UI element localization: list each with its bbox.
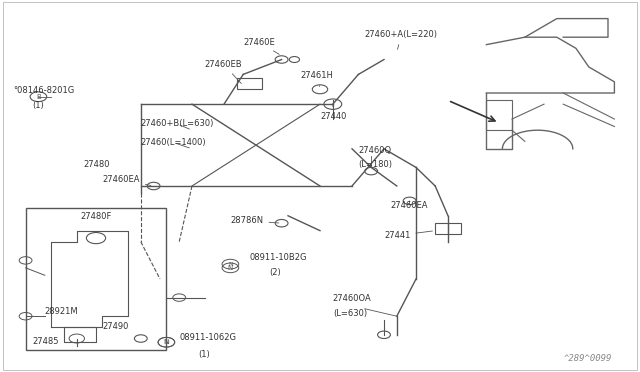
Text: 27480: 27480 bbox=[83, 160, 109, 169]
Text: 08911-1062G: 08911-1062G bbox=[179, 333, 236, 342]
Text: (1): (1) bbox=[198, 350, 210, 359]
Text: (1): (1) bbox=[32, 101, 44, 110]
Bar bbox=[486, 100, 512, 130]
Text: 27441: 27441 bbox=[384, 231, 433, 240]
Bar bbox=[237, 78, 262, 89]
Text: 27460E: 27460E bbox=[243, 38, 279, 54]
Text: 27460EA: 27460EA bbox=[390, 201, 428, 210]
Text: °08146-8201G: °08146-8201G bbox=[13, 86, 74, 95]
Text: 27480F: 27480F bbox=[80, 212, 112, 221]
Text: (2): (2) bbox=[269, 268, 280, 277]
Text: 27460+B(L=630): 27460+B(L=630) bbox=[141, 119, 214, 129]
Text: 28786N: 28786N bbox=[230, 216, 279, 225]
Text: 27461H: 27461H bbox=[301, 71, 333, 87]
Text: 27485: 27485 bbox=[32, 337, 58, 346]
Text: 27440: 27440 bbox=[320, 104, 346, 121]
Text: (L=180): (L=180) bbox=[358, 160, 392, 169]
Text: B: B bbox=[36, 94, 41, 100]
Text: 27460Q: 27460Q bbox=[358, 145, 392, 154]
Bar bbox=[435, 223, 461, 234]
Bar bbox=[26, 208, 166, 350]
Text: 27460(L=1400): 27460(L=1400) bbox=[141, 138, 207, 148]
Text: 27460OA: 27460OA bbox=[333, 294, 372, 303]
Text: 27490: 27490 bbox=[102, 322, 129, 331]
Text: ^289^0099: ^289^0099 bbox=[563, 354, 612, 363]
Text: 08911-10B2G: 08911-10B2G bbox=[250, 253, 307, 262]
Text: 27460EB: 27460EB bbox=[205, 60, 243, 84]
Text: 28921M: 28921M bbox=[45, 307, 79, 316]
Text: N: N bbox=[164, 340, 169, 345]
Text: N: N bbox=[228, 265, 233, 271]
Text: N: N bbox=[228, 262, 233, 267]
Text: N: N bbox=[164, 339, 169, 345]
Text: 27460+A(L=220): 27460+A(L=220) bbox=[365, 30, 438, 49]
Text: (L=630): (L=630) bbox=[333, 309, 367, 318]
Text: 27460EA: 27460EA bbox=[102, 175, 151, 186]
